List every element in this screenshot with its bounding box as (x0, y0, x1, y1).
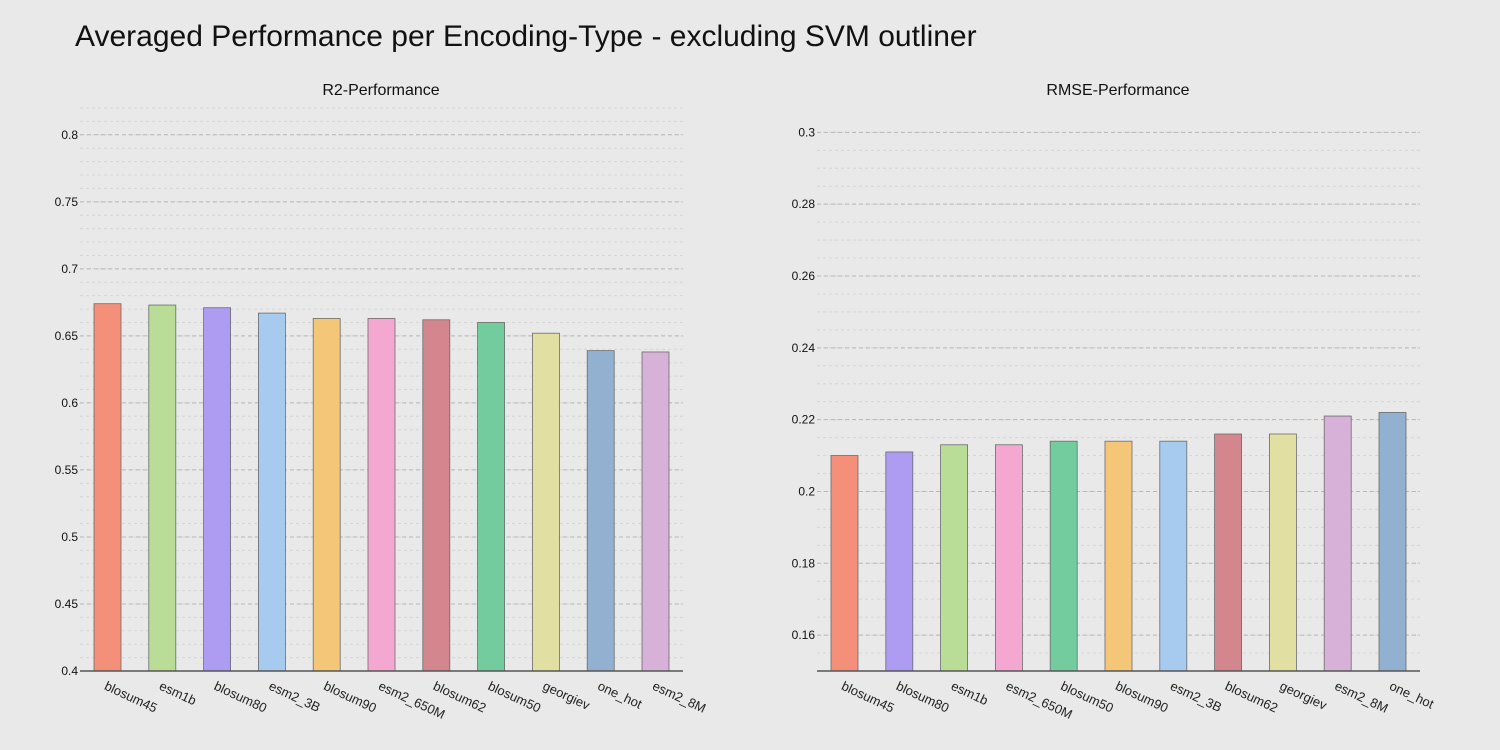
y-tick-label: 0.45 (55, 597, 79, 611)
bar-blosum50 (1049, 440, 1078, 672)
x-tick-label: georgiev (541, 678, 593, 713)
x-tick-label: blosum45 (102, 678, 159, 715)
page-title: Averaged Performance per Encoding-Type -… (75, 20, 977, 53)
x-tick-label: blosum62 (1223, 678, 1280, 715)
bar-blosum80 (203, 307, 232, 672)
y-tick-label: 0.55 (55, 463, 79, 477)
bar-esm2_8M (641, 351, 670, 672)
y-tick-label: 0.65 (55, 329, 79, 343)
bar-blosum50 (477, 322, 506, 672)
x-tick-label: blosum90 (1113, 678, 1170, 715)
y-tick-label: 0.8 (61, 128, 78, 142)
y-tick-label: 0.5 (61, 530, 78, 544)
bar-blosum45 (93, 303, 122, 672)
x-tick-label: georgiev (1278, 678, 1330, 713)
x-tick-label: blosum45 (839, 678, 896, 715)
bar-blosum80 (885, 451, 914, 672)
bar-esm2_650M (367, 318, 396, 672)
y-tick-label: 0.2 (798, 484, 815, 498)
bar-blosum45 (830, 455, 859, 672)
y-tick-label: 0.16 (792, 628, 816, 642)
x-tick-label: esm1b (949, 678, 991, 708)
bar-georgiev (1269, 433, 1297, 672)
subplot-title: RMSE-Performance (1046, 82, 1189, 99)
bar-one_hot (586, 350, 615, 672)
bar-esm2_8M (1323, 415, 1352, 672)
x-tick-label: blosum50 (486, 678, 543, 715)
y-tick-label: 0.18 (792, 556, 816, 570)
y-tick-label: 0.28 (792, 197, 816, 211)
bar-blosum90 (1104, 440, 1133, 672)
x-tick-label: esm2_8M (650, 678, 708, 716)
bar-esm1b (148, 304, 177, 672)
y-tick-label: 0.6 (61, 396, 78, 410)
x-tick-label: esm2_3B (267, 678, 323, 715)
x-tick-label: esm2_3B (1168, 678, 1224, 715)
chart-panel-2: RMSE-Performance 0.16 0.18 0.2 0.22 0.24 0.26 0… (792, 82, 1437, 722)
y-tick-label: 0.7 (61, 262, 78, 276)
y-tick-label: 0.3 (798, 125, 815, 139)
bar-blosum90 (312, 318, 341, 672)
bar-blosum62 (422, 319, 451, 672)
x-tick-label: esm1b (157, 678, 199, 708)
x-tick-label: one_hot (595, 678, 644, 712)
bar-georgiev (532, 332, 560, 672)
subplot-title: R2-Performance (322, 82, 439, 99)
bar-esm2_3B (1159, 440, 1188, 672)
x-tick-label: blosum90 (321, 678, 378, 715)
x-tick-label: one_hot (1387, 678, 1436, 712)
y-tick-label: 0.75 (55, 195, 79, 209)
bar-esm1b (940, 444, 968, 672)
chart-panel-1: R2-Performance 0.4 0.45 0.5 0.55 0.6 0.65 0.7 0.… (55, 82, 709, 722)
bar-esm2_650M (995, 444, 1023, 672)
bar-blosum62 (1214, 433, 1242, 672)
y-tick-label: 0.22 (792, 413, 816, 427)
bar-esm2_3B (257, 312, 286, 672)
x-tick-label: blosum80 (894, 678, 951, 715)
y-tick-label: 0.4 (61, 664, 78, 678)
y-tick-label: 0.26 (792, 269, 816, 283)
x-tick-label: esm2_8M (1332, 678, 1390, 716)
y-tick-label: 0.24 (792, 341, 816, 355)
x-tick-label: blosum80 (212, 678, 269, 715)
bar-one_hot (1378, 412, 1407, 672)
